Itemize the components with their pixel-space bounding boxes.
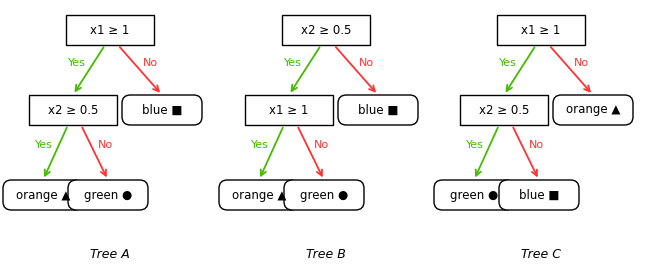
Text: Tree C: Tree C [521, 248, 561, 261]
Text: orange ▲: orange ▲ [232, 189, 286, 202]
Text: No: No [143, 58, 158, 68]
Text: Yes: Yes [250, 140, 269, 151]
Text: Yes: Yes [68, 58, 86, 68]
Text: No: No [529, 140, 544, 151]
Text: Tree A: Tree A [90, 248, 130, 261]
FancyBboxPatch shape [66, 15, 154, 45]
Text: x2 ≥ 0.5: x2 ≥ 0.5 [479, 104, 529, 116]
FancyBboxPatch shape [245, 95, 333, 125]
Text: Yes: Yes [35, 140, 53, 151]
Text: No: No [98, 140, 113, 151]
FancyBboxPatch shape [499, 180, 579, 210]
Text: blue ■: blue ■ [519, 189, 559, 202]
FancyBboxPatch shape [460, 95, 548, 125]
FancyBboxPatch shape [29, 95, 117, 125]
Text: green ●: green ● [450, 189, 498, 202]
Text: x2 ≥ 0.5: x2 ≥ 0.5 [301, 23, 351, 37]
FancyBboxPatch shape [434, 180, 514, 210]
FancyBboxPatch shape [284, 180, 364, 210]
Text: Yes: Yes [284, 58, 302, 68]
Text: Yes: Yes [466, 140, 484, 151]
FancyBboxPatch shape [122, 95, 202, 125]
Text: green ●: green ● [84, 189, 132, 202]
Text: x1 ≥ 1: x1 ≥ 1 [269, 104, 308, 116]
Text: orange ▲: orange ▲ [16, 189, 70, 202]
Text: blue ■: blue ■ [141, 104, 183, 116]
Text: x1 ≥ 1: x1 ≥ 1 [522, 23, 561, 37]
FancyBboxPatch shape [219, 180, 299, 210]
FancyBboxPatch shape [338, 95, 418, 125]
FancyBboxPatch shape [553, 95, 633, 125]
Text: No: No [359, 58, 374, 68]
Text: x2 ≥ 0.5: x2 ≥ 0.5 [48, 104, 98, 116]
Text: No: No [574, 58, 589, 68]
FancyBboxPatch shape [3, 180, 83, 210]
Text: No: No [314, 140, 329, 151]
Text: green ●: green ● [300, 189, 348, 202]
FancyBboxPatch shape [282, 15, 370, 45]
FancyBboxPatch shape [68, 180, 148, 210]
Text: Yes: Yes [499, 58, 517, 68]
Text: blue ■: blue ■ [358, 104, 398, 116]
Text: Tree B: Tree B [306, 248, 346, 261]
FancyBboxPatch shape [497, 15, 585, 45]
Text: x1 ≥ 1: x1 ≥ 1 [91, 23, 130, 37]
Text: orange ▲: orange ▲ [566, 104, 620, 116]
